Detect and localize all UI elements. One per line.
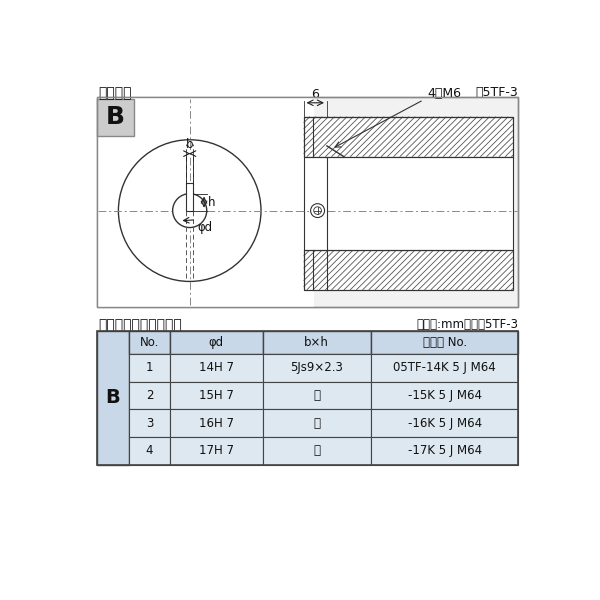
Circle shape [173, 194, 207, 227]
Bar [304, 116, 513, 290]
Text: 3: 3 [146, 416, 153, 430]
Bar [97, 331, 129, 464]
Circle shape [314, 207, 322, 214]
Text: No.: No. [140, 336, 159, 349]
Text: -17K 5 J M64: -17K 5 J M64 [407, 445, 482, 457]
Bar [371, 409, 518, 437]
Text: 16H 7: 16H 7 [199, 416, 233, 430]
Text: 図5TF-3: 図5TF-3 [476, 86, 518, 99]
Bar [97, 97, 518, 307]
Text: 05TF-14K 5 J M64: 05TF-14K 5 J M64 [394, 361, 496, 374]
Bar [263, 331, 371, 354]
Bar [304, 116, 513, 157]
Text: b: b [186, 139, 193, 151]
Text: -15K 5 J M64: -15K 5 J M64 [407, 389, 482, 402]
Text: 6: 6 [311, 88, 319, 101]
Bar [129, 409, 170, 437]
Text: b×h: b×h [304, 336, 329, 349]
Text: 4－M6: 4－M6 [428, 87, 461, 100]
Bar [263, 437, 371, 464]
Text: 〃: 〃 [313, 416, 320, 430]
Text: （単位:mm）　表5TF-3: （単位:mm） 表5TF-3 [416, 319, 518, 331]
Circle shape [118, 140, 261, 281]
Bar [170, 437, 263, 464]
Text: コード No.: コード No. [422, 336, 467, 349]
Text: 17H 7: 17H 7 [199, 445, 233, 457]
Bar [97, 97, 314, 307]
Text: h: h [208, 196, 215, 209]
Circle shape [311, 203, 325, 218]
Text: φd: φd [197, 221, 212, 235]
Bar [97, 99, 134, 136]
Bar [129, 382, 170, 409]
Text: φd: φd [208, 336, 224, 349]
Bar [371, 331, 518, 354]
Text: 2: 2 [146, 389, 153, 402]
Text: 15H 7: 15H 7 [199, 389, 233, 402]
Text: B: B [106, 106, 125, 130]
Text: 1: 1 [146, 361, 153, 374]
Text: 軸穴形状コードー覧表: 軸穴形状コードー覧表 [98, 319, 182, 332]
Bar [263, 354, 371, 382]
Bar [186, 183, 193, 211]
Bar [371, 437, 518, 464]
Bar [304, 250, 513, 290]
Text: 5Js9×2.3: 5Js9×2.3 [290, 361, 343, 374]
Text: 4: 4 [146, 445, 153, 457]
Bar [304, 116, 513, 157]
Bar [129, 354, 170, 382]
Text: 〃: 〃 [313, 389, 320, 402]
Bar [371, 382, 518, 409]
Bar [263, 382, 371, 409]
Bar [170, 354, 263, 382]
Text: 軸穴形状: 軸穴形状 [98, 86, 132, 100]
Bar [97, 331, 518, 464]
Text: 14H 7: 14H 7 [199, 361, 233, 374]
Text: B: B [106, 388, 121, 407]
Bar [129, 437, 170, 464]
Bar [97, 97, 518, 307]
Bar [371, 354, 518, 382]
Text: 〃: 〃 [313, 445, 320, 457]
Text: -16K 5 J M64: -16K 5 J M64 [407, 416, 482, 430]
Bar [129, 331, 170, 354]
Bar [170, 409, 263, 437]
Bar [304, 157, 513, 250]
Bar [304, 250, 513, 290]
Bar [170, 382, 263, 409]
Bar [263, 409, 371, 437]
Bar [170, 331, 263, 354]
